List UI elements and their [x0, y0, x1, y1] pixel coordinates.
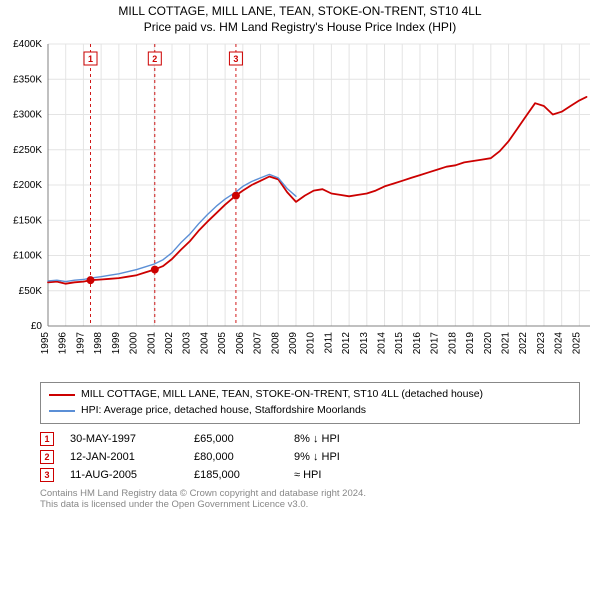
x-tick-label: 2006: [235, 332, 246, 355]
y-tick-label: £150K: [13, 215, 42, 226]
sale-price: £65,000: [194, 433, 294, 445]
legend-swatch: [49, 410, 75, 412]
x-tick-label: 1999: [111, 332, 122, 355]
legend-row: HPI: Average price, detached house, Staf…: [49, 403, 571, 419]
price-chart: 1995 1996 1997 1998 1999 2000 2001 2002 2003 2004…: [0, 36, 600, 376]
x-tick-label: 2005: [217, 332, 228, 355]
x-tick-label: 2009: [288, 332, 299, 355]
x-tick-label: 1995: [40, 332, 51, 355]
sale-row: 311-AUG-2005£185,000≈ HPI: [40, 466, 580, 484]
y-tick-label: £350K: [13, 74, 42, 85]
x-tick-label: 2002: [164, 332, 175, 355]
legend-swatch: [49, 394, 75, 396]
sale-price: £80,000: [194, 451, 294, 463]
y-tick-label: £400K: [13, 39, 42, 50]
sale-date: 12-JAN-2001: [54, 451, 194, 463]
x-tick-label: 2004: [199, 332, 210, 355]
x-tick-label: 2010: [306, 332, 317, 355]
x-tick-label: 2016: [412, 332, 423, 355]
legend: MILL COTTAGE, MILL LANE, TEAN, STOKE-ON-…: [40, 382, 580, 424]
sales-table: 130-MAY-1997£65,0008% ↓ HPI212-JAN-2001£…: [40, 430, 580, 484]
x-tick-label: 2001: [146, 332, 157, 355]
x-tick-label: 2023: [536, 332, 547, 355]
y-tick-label: £100K: [13, 251, 42, 262]
x-tick-label: 1998: [93, 332, 104, 355]
sale-marker: 2: [40, 450, 54, 464]
y-tick-label: £0: [31, 321, 43, 332]
event-marker-label: 2: [152, 54, 157, 64]
y-tick-label: £200K: [13, 180, 42, 191]
chart-title: MILL COTTAGE, MILL LANE, TEAN, STOKE-ON-…: [0, 4, 600, 18]
sale-row: 212-JAN-2001£80,0009% ↓ HPI: [40, 448, 580, 466]
x-tick-label: 2022: [518, 332, 529, 355]
x-tick-label: 2008: [270, 332, 281, 355]
y-tick-label: £300K: [13, 110, 42, 121]
x-tick-label: 2003: [182, 332, 193, 355]
y-tick-label: £250K: [13, 145, 42, 156]
sale-marker: 1: [40, 432, 54, 446]
legend-row: MILL COTTAGE, MILL LANE, TEAN, STOKE-ON-…: [49, 387, 571, 403]
y-tick-label: £50K: [19, 286, 43, 297]
x-tick-label: 2017: [430, 332, 441, 355]
x-tick-label: 2019: [465, 332, 476, 355]
x-tick-label: 2025: [571, 332, 582, 355]
sale-delta: 8% ↓ HPI: [294, 433, 414, 445]
x-tick-label: 2013: [359, 332, 370, 355]
attribution-footer: Contains HM Land Registry data © Crown c…: [40, 488, 580, 512]
sale-delta: 9% ↓ HPI: [294, 451, 414, 463]
sale-price: £185,000: [194, 469, 294, 481]
x-tick-label: 2020: [483, 332, 494, 355]
x-tick-label: 2011: [323, 332, 334, 354]
x-tick-label: 2000: [129, 332, 140, 355]
attribution-line-2: This data is licensed under the Open Gov…: [40, 499, 580, 511]
x-tick-label: 1997: [75, 332, 86, 355]
attribution-line-1: Contains HM Land Registry data © Crown c…: [40, 488, 580, 500]
sale-marker: 3: [40, 468, 54, 482]
event-marker-label: 3: [233, 54, 238, 64]
x-tick-label: 2007: [253, 332, 264, 355]
x-tick-label: 2024: [554, 332, 565, 355]
sale-date: 11-AUG-2005: [54, 469, 194, 481]
x-tick-label: 2014: [377, 332, 388, 355]
x-tick-label: 2018: [447, 332, 458, 355]
legend-label: MILL COTTAGE, MILL LANE, TEAN, STOKE-ON-…: [81, 387, 483, 403]
x-tick-label: 1996: [58, 332, 69, 355]
x-tick-label: 2015: [394, 332, 405, 355]
event-marker-label: 1: [88, 54, 93, 64]
legend-label: HPI: Average price, detached house, Staf…: [81, 403, 366, 419]
sale-date: 30-MAY-1997: [54, 433, 194, 445]
chart-subtitle: Price paid vs. HM Land Registry's House …: [0, 20, 600, 34]
sale-row: 130-MAY-1997£65,0008% ↓ HPI: [40, 430, 580, 448]
sale-delta: ≈ HPI: [294, 469, 414, 481]
x-tick-label: 2021: [501, 332, 512, 355]
x-tick-label: 2012: [341, 332, 352, 355]
